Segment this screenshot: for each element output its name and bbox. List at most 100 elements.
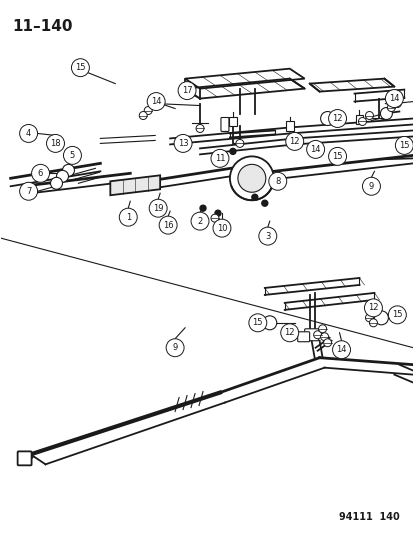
Circle shape	[174, 134, 192, 152]
Circle shape	[149, 199, 167, 217]
Circle shape	[119, 208, 137, 226]
Text: 5: 5	[70, 151, 75, 160]
Text: 19: 19	[152, 204, 163, 213]
Circle shape	[199, 205, 206, 211]
Circle shape	[387, 306, 405, 324]
Circle shape	[318, 325, 326, 333]
Circle shape	[313, 331, 321, 339]
Circle shape	[368, 319, 377, 327]
Circle shape	[262, 316, 276, 330]
Circle shape	[363, 299, 382, 317]
Text: 9: 9	[368, 182, 373, 191]
Circle shape	[63, 147, 81, 164]
Text: 12: 12	[284, 328, 294, 337]
Circle shape	[358, 117, 366, 125]
Circle shape	[261, 200, 267, 206]
Text: 4: 4	[26, 129, 31, 138]
Text: 15: 15	[252, 318, 262, 327]
Text: 7: 7	[26, 187, 31, 196]
Circle shape	[365, 314, 373, 322]
Circle shape	[332, 341, 350, 359]
Text: 11: 11	[214, 154, 225, 163]
Text: 13: 13	[177, 139, 188, 148]
Circle shape	[395, 138, 411, 154]
Circle shape	[373, 311, 387, 325]
Text: 15: 15	[75, 63, 85, 72]
Polygon shape	[355, 115, 363, 125]
Circle shape	[380, 108, 392, 119]
Text: 3: 3	[264, 232, 270, 240]
Text: 15: 15	[332, 152, 342, 161]
Text: 12: 12	[367, 303, 378, 312]
Text: 12: 12	[289, 137, 299, 146]
Circle shape	[328, 109, 346, 127]
Circle shape	[211, 214, 218, 222]
Circle shape	[362, 177, 380, 195]
Circle shape	[144, 107, 152, 115]
Circle shape	[196, 125, 204, 133]
Circle shape	[139, 111, 147, 119]
Circle shape	[147, 93, 165, 110]
Circle shape	[212, 219, 230, 237]
Text: 15: 15	[391, 310, 401, 319]
Circle shape	[50, 177, 62, 189]
Text: 8: 8	[274, 177, 280, 186]
Text: 14: 14	[151, 97, 161, 106]
Text: 16: 16	[162, 221, 173, 230]
FancyBboxPatch shape	[297, 332, 309, 342]
Circle shape	[235, 140, 243, 148]
Circle shape	[268, 172, 286, 190]
Polygon shape	[285, 122, 293, 132]
Circle shape	[251, 194, 257, 200]
Text: 15: 15	[398, 141, 408, 150]
Circle shape	[387, 103, 394, 111]
Circle shape	[56, 171, 68, 182]
Text: 17: 17	[181, 86, 192, 95]
Circle shape	[178, 82, 196, 100]
Text: 14: 14	[388, 94, 399, 103]
Text: 2: 2	[197, 216, 202, 225]
Circle shape	[211, 149, 228, 167]
FancyBboxPatch shape	[304, 329, 318, 341]
Polygon shape	[228, 117, 236, 126]
Circle shape	[320, 333, 328, 341]
FancyBboxPatch shape	[18, 451, 31, 465]
Circle shape	[237, 164, 265, 192]
Text: 14: 14	[310, 145, 320, 154]
Polygon shape	[110, 175, 160, 195]
Text: 11–140: 11–140	[13, 19, 73, 34]
Text: 1: 1	[125, 213, 131, 222]
Text: 6: 6	[38, 169, 43, 178]
Circle shape	[320, 111, 334, 125]
Circle shape	[229, 156, 273, 200]
Text: 94111  140: 94111 140	[338, 512, 399, 522]
Text: 18: 18	[50, 139, 61, 148]
Circle shape	[71, 59, 89, 77]
Circle shape	[46, 134, 64, 152]
Circle shape	[365, 111, 373, 119]
Circle shape	[306, 140, 324, 158]
Circle shape	[159, 216, 177, 234]
Circle shape	[285, 133, 303, 150]
Circle shape	[31, 164, 50, 182]
Circle shape	[385, 90, 402, 108]
Text: 9: 9	[172, 343, 177, 352]
Circle shape	[190, 212, 209, 230]
Circle shape	[394, 136, 412, 155]
Circle shape	[166, 339, 184, 357]
Text: 10: 10	[216, 224, 227, 232]
Circle shape	[323, 339, 331, 347]
Circle shape	[280, 324, 298, 342]
FancyBboxPatch shape	[221, 117, 228, 132]
Circle shape	[229, 148, 235, 155]
Circle shape	[19, 125, 38, 142]
Circle shape	[392, 100, 400, 108]
Circle shape	[248, 314, 266, 332]
Circle shape	[258, 227, 276, 245]
Circle shape	[62, 164, 74, 176]
Text: 12: 12	[332, 114, 342, 123]
Circle shape	[328, 148, 346, 165]
Circle shape	[214, 210, 221, 216]
Text: 14: 14	[335, 345, 346, 354]
Circle shape	[19, 182, 38, 200]
